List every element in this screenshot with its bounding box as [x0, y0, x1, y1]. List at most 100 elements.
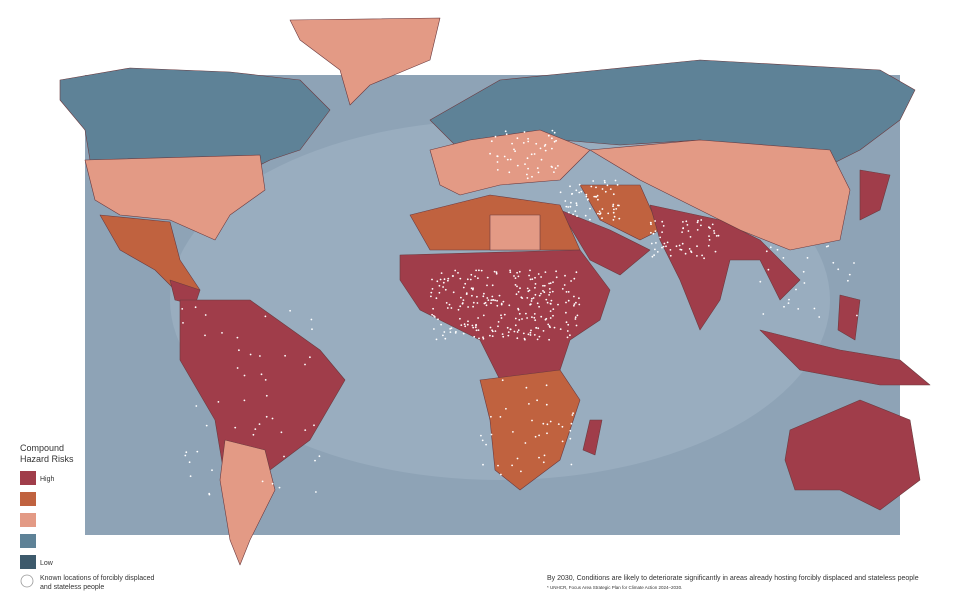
dot	[575, 204, 578, 207]
dot	[548, 294, 550, 296]
dot	[782, 257, 785, 259]
dot	[529, 278, 532, 281]
dot	[713, 230, 715, 232]
dot	[523, 131, 526, 133]
europe	[429, 129, 591, 196]
dot	[527, 137, 529, 140]
dot	[517, 308, 520, 311]
dot	[544, 149, 547, 152]
dot	[568, 211, 570, 214]
dot	[315, 491, 317, 493]
dot	[573, 304, 575, 307]
dot	[681, 231, 683, 234]
dot	[570, 422, 573, 425]
dot	[787, 302, 790, 304]
dot	[717, 234, 720, 237]
dot	[459, 277, 462, 280]
dot	[483, 292, 485, 295]
dot	[526, 317, 528, 319]
dot	[503, 313, 506, 316]
swatch	[20, 534, 36, 548]
dot	[662, 245, 665, 248]
dot	[615, 208, 618, 210]
dot	[538, 294, 541, 297]
dot	[618, 204, 620, 207]
dot	[444, 288, 447, 291]
dot	[597, 212, 599, 215]
dot	[569, 437, 572, 440]
dot	[438, 291, 441, 294]
dot	[661, 231, 663, 234]
dot	[472, 287, 474, 290]
dot	[284, 354, 286, 357]
dot	[528, 403, 530, 405]
dot	[447, 277, 450, 280]
dot	[513, 330, 516, 333]
dot	[606, 184, 609, 187]
dot	[546, 423, 549, 426]
dot	[533, 153, 536, 155]
dot	[529, 331, 532, 334]
dot	[586, 198, 589, 201]
dot	[470, 273, 473, 276]
legend: Compound Hazard Risks High Low Known loc…	[20, 443, 155, 591]
dot	[491, 335, 494, 337]
dot	[525, 386, 528, 389]
madagascar	[582, 419, 603, 456]
indonesia	[759, 329, 931, 386]
dot	[549, 420, 552, 423]
dot	[515, 293, 518, 296]
dot	[573, 295, 575, 298]
dot	[604, 190, 607, 193]
dot	[482, 336, 484, 339]
dot	[565, 311, 567, 314]
dot	[567, 323, 570, 326]
dot	[506, 326, 509, 329]
dot	[528, 274, 530, 277]
dot	[545, 403, 548, 406]
dot	[601, 188, 604, 190]
dot	[459, 305, 462, 308]
dot	[688, 248, 691, 250]
dot	[669, 249, 672, 251]
dot	[703, 257, 705, 260]
dot	[475, 324, 477, 327]
dot	[283, 455, 285, 458]
dot	[259, 355, 261, 357]
dot	[492, 299, 495, 301]
dot	[663, 242, 666, 245]
dot	[569, 185, 571, 188]
dot	[682, 221, 684, 223]
dot	[526, 157, 529, 160]
dot	[549, 317, 552, 319]
dot	[529, 334, 532, 336]
dot	[188, 461, 191, 464]
dot	[438, 284, 441, 287]
dot	[431, 313, 433, 316]
dot	[578, 303, 581, 306]
dot	[459, 317, 461, 320]
legend-label: Low	[40, 560, 54, 567]
dot	[697, 219, 699, 222]
dot	[490, 433, 493, 436]
dot	[527, 140, 530, 143]
dot	[576, 215, 578, 218]
dot	[536, 302, 539, 305]
dot	[493, 270, 496, 273]
dot	[549, 282, 552, 285]
dot	[514, 317, 517, 320]
dot	[711, 223, 714, 226]
dot	[534, 286, 536, 289]
dot	[318, 455, 321, 458]
dot	[204, 314, 207, 316]
dot	[525, 312, 527, 315]
dot	[289, 309, 291, 312]
dot	[559, 328, 562, 330]
dot	[497, 325, 499, 328]
dot	[569, 334, 571, 337]
dot	[531, 316, 533, 318]
dot	[570, 280, 572, 282]
dot	[490, 302, 492, 304]
dot	[613, 208, 615, 211]
dot	[544, 271, 547, 273]
